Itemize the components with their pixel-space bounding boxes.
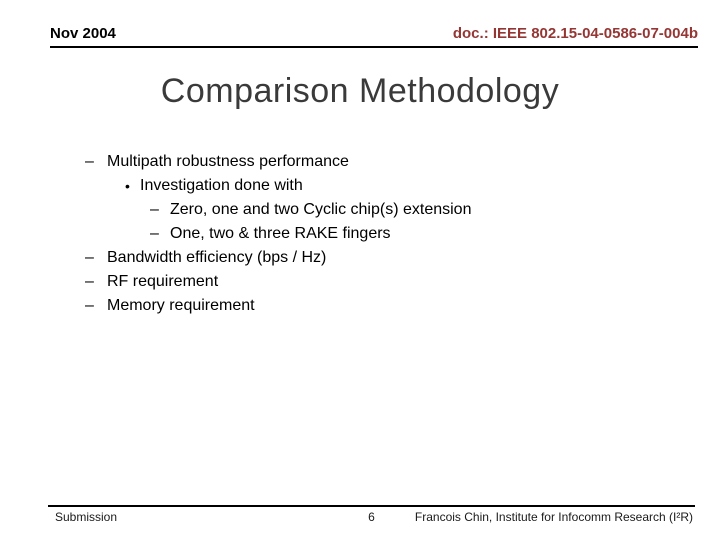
slide-footer: Submission 6 Francois Chin, Institute fo… [48,509,695,529]
bullet-text: Zero, one and two Cyclic chip(s) extensi… [170,201,472,218]
footer-author: Francois Chin, Institute for Infocomm Re… [414,510,693,524]
header-date: Nov 2004 [50,25,116,42]
bullet-item: • Investigation done with [125,174,690,198]
footer-divider [48,505,695,507]
bullet-item: – Multipath robustness performance [85,150,690,174]
header-doc-number: doc.: IEEE 802.15-04-0586-07-004b [452,25,698,42]
bullet-marker: – [150,225,159,242]
bullet-text: Multipath robustness performance [107,153,349,170]
bullet-marker: – [85,153,94,170]
slide-title: Comparison Methodology [160,72,560,110]
bullet-marker: – [150,201,159,218]
bullet-item: – Zero, one and two Cyclic chip(s) extens… [150,198,690,222]
bullet-item: – RF requirement [85,270,690,294]
bullet-text: Investigation done with [140,177,303,194]
slide-header: Nov 2004 doc.: IEEE 802.15-04-0586-07-00… [50,25,698,48]
bullet-item: – Bandwidth efficiency (bps / Hz) [85,246,690,270]
bullet-list: – Multipath robustness performance • Invest… [85,150,690,318]
bullet-text: RF requirement [107,273,219,290]
bullet-text: Bandwidth efficiency (bps / Hz) [107,249,327,266]
footer-submission-label: Submission [55,510,118,524]
page-number: 6 [368,510,375,524]
bullet-item: – One, two & three RAKE fingers [150,222,690,246]
bullet-marker: • [125,178,130,194]
bullet-text: One, two & three RAKE fingers [170,225,391,242]
bullet-marker: – [85,273,94,290]
bullet-text: Memory requirement [107,297,255,314]
bullet-marker: – [85,249,94,266]
bullet-item: – Memory requirement [85,294,690,318]
bullet-marker: – [85,297,94,314]
